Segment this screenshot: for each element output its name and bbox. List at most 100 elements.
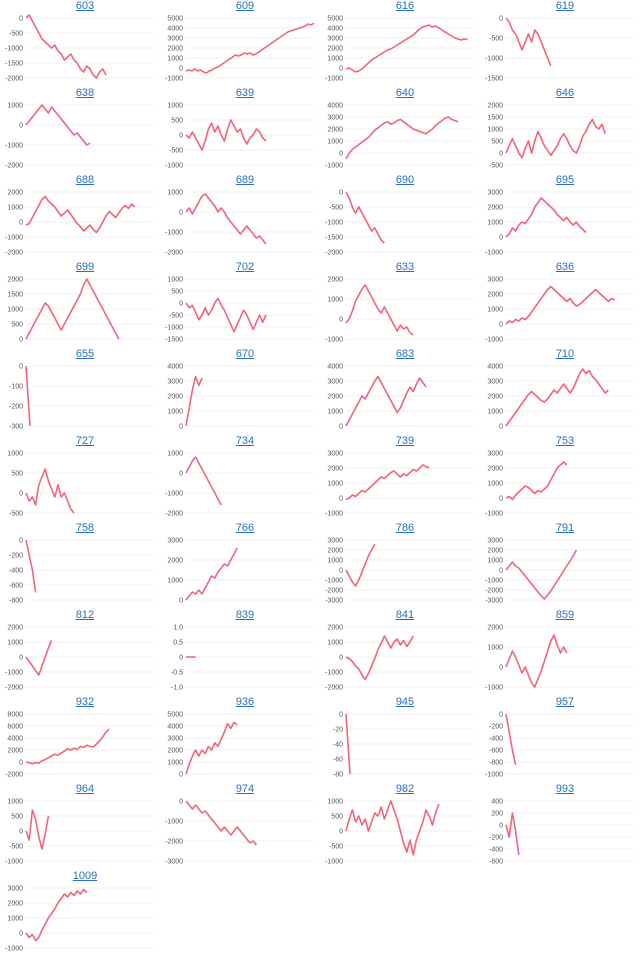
- chart-title-link[interactable]: 982: [395, 783, 415, 795]
- y-tick-label: 3000: [327, 538, 343, 545]
- chart-title-link[interactable]: 710: [555, 348, 575, 360]
- chart-title-link[interactable]: 786: [395, 522, 415, 534]
- chart-title-link[interactable]: 609: [235, 0, 255, 12]
- y-tick-label: 1000: [327, 558, 343, 565]
- y-tick-label: 0: [19, 760, 23, 767]
- chart-title-link[interactable]: 957: [555, 696, 575, 708]
- y-tick-label: -1000: [325, 859, 343, 866]
- chart-title-link[interactable]: 695: [555, 174, 575, 186]
- series-line: [25, 640, 53, 676]
- line-chart: 1000 0 -1000 -2000: [165, 190, 314, 257]
- series-line: [505, 197, 587, 238]
- chart-panel: 786 3000 2000 1000 0 -1000 -2000 -3000: [320, 522, 480, 609]
- chart-title-link[interactable]: 974: [235, 783, 255, 795]
- chart-title-link[interactable]: 766: [235, 522, 255, 534]
- y-tick-label: 2000: [487, 292, 503, 299]
- y-tick-label: 2000: [327, 46, 343, 53]
- chart-title-link[interactable]: 689: [235, 174, 255, 186]
- chart-title-link[interactable]: 839: [235, 609, 255, 621]
- chart-title-link[interactable]: 640: [395, 87, 415, 99]
- y-tick-label: -500: [329, 205, 343, 212]
- line-chart: 0 -20 -40 -60 -80: [333, 712, 474, 779]
- y-tick-label: 5000: [167, 712, 183, 719]
- y-tick-label: 1000: [487, 558, 503, 565]
- line-chart: 2000 1000 0 -1000 -2000: [325, 625, 474, 692]
- y-tick-label: 0: [339, 568, 343, 575]
- chart-title-link[interactable]: 727: [75, 435, 95, 447]
- y-tick-label: 0: [19, 337, 23, 344]
- chart-panel: 791 3000 2000 1000 0 -1000 -2000 -3000: [480, 522, 640, 609]
- chart-title-link[interactable]: 646: [555, 87, 575, 99]
- chart-title-link[interactable]: 932: [75, 696, 95, 708]
- y-tick-label: -400: [489, 736, 503, 743]
- y-tick-label: 1000: [7, 205, 23, 212]
- chart-panel: 646 2000 1500 1000 500 0 -500: [480, 87, 640, 174]
- series-line: [25, 539, 37, 593]
- line-chart: 400 200 0 -200 -400 -600: [489, 799, 634, 866]
- chart-title-link[interactable]: 619: [555, 0, 575, 12]
- chart-title-link[interactable]: 993: [555, 783, 575, 795]
- line-chart: 2000 1500 1000 500 0 -500: [487, 103, 634, 170]
- y-tick-label: 0: [499, 823, 503, 830]
- chart-panel: 936 5000 4000 3000 2000 1000 0: [160, 696, 320, 783]
- y-tick-label: 0: [19, 220, 23, 227]
- chart-title-link[interactable]: 638: [75, 87, 95, 99]
- line-chart: 2000 1000 0 -1000 -2000: [5, 190, 154, 257]
- chart-title-link[interactable]: 945: [395, 696, 415, 708]
- y-tick-label: 0: [179, 471, 183, 478]
- chart-title-link[interactable]: 753: [555, 435, 575, 447]
- line-chart: 0 -500 -1000 -1500 -2000: [5, 14, 154, 83]
- chart-title-link[interactable]: 683: [395, 348, 415, 360]
- chart-title-link[interactable]: 670: [235, 348, 255, 360]
- y-tick-label: 0.5: [173, 640, 183, 647]
- chart-title-link[interactable]: 639: [235, 87, 255, 99]
- chart-title-link[interactable]: 734: [235, 435, 255, 447]
- series-line: [505, 812, 520, 856]
- y-tick-label: -1000: [5, 946, 23, 953]
- chart-title-link[interactable]: 690: [395, 174, 415, 186]
- chart-title-link[interactable]: 633: [395, 261, 415, 273]
- chart-title-link[interactable]: 699: [75, 261, 95, 273]
- series-line: [185, 22, 315, 74]
- y-tick-label: -400: [489, 847, 503, 854]
- y-tick-label: -1000: [5, 143, 23, 150]
- chart-title-link[interactable]: 603: [75, 0, 95, 12]
- chart-title-link[interactable]: 841: [395, 609, 415, 621]
- y-tick-label: -1000: [165, 491, 183, 498]
- line-chart: 3000 2000 1000 0: [167, 538, 314, 605]
- chart-title-link[interactable]: 616: [395, 0, 415, 12]
- chart-panel: 957 0 -200 -400 -600 -800 -1000: [480, 696, 640, 783]
- chart-title-link[interactable]: 936: [235, 696, 255, 708]
- y-tick-label: 0: [339, 655, 343, 662]
- y-tick-label: 1000: [487, 127, 503, 134]
- series-line: [185, 375, 203, 427]
- series-line: [505, 17, 552, 67]
- series-line: [505, 285, 616, 325]
- y-tick-label: 3000: [327, 451, 343, 458]
- y-tick-label: -1000: [485, 685, 503, 692]
- chart-title-link[interactable]: 1009: [72, 870, 98, 882]
- y-tick-label: 1000: [487, 645, 503, 652]
- y-tick-label: 2000: [327, 277, 343, 284]
- line-chart: 1.0 0.5 0 -0.5 -1.0: [171, 625, 314, 692]
- line-chart: 2000 1000 0 -1000: [485, 625, 634, 692]
- y-tick-label: 4000: [487, 364, 503, 371]
- chart-title-link[interactable]: 688: [75, 174, 95, 186]
- y-tick-label: -800: [9, 598, 23, 605]
- series-line: [25, 888, 88, 942]
- line-chart: 4000 3000 2000 1000 0: [487, 364, 634, 431]
- chart-title-link[interactable]: 859: [555, 609, 575, 621]
- chart-title-link[interactable]: 791: [555, 522, 575, 534]
- chart-title-link[interactable]: 964: [75, 783, 95, 795]
- y-tick-label: 1000: [487, 220, 503, 227]
- chart-panel: 974 0 -1000 -2000 -3000: [160, 783, 320, 870]
- chart-panel: 993 400 200 0 -200 -400 -600: [480, 783, 640, 870]
- chart-title-link[interactable]: 758: [75, 522, 95, 534]
- line-chart: 0 -100 -200 -300: [9, 364, 154, 431]
- chart-title-link[interactable]: 655: [75, 348, 95, 360]
- chart-title-link[interactable]: 702: [235, 261, 255, 273]
- chart-title-link[interactable]: 739: [395, 435, 415, 447]
- chart-title-link[interactable]: 636: [555, 261, 575, 273]
- chart-panel: 734 1000 0 -1000 -2000: [160, 435, 320, 522]
- chart-title-link[interactable]: 812: [75, 609, 95, 621]
